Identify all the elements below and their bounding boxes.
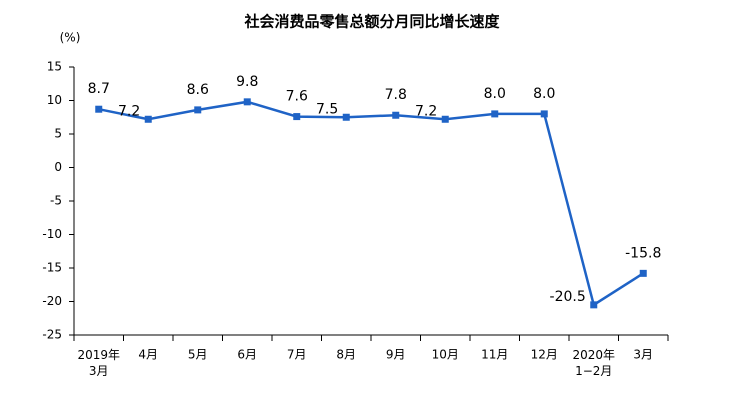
y-tick-label: 10 <box>47 93 62 107</box>
y-tick-label: -25 <box>42 328 62 342</box>
value-label: -20.5 <box>550 289 586 305</box>
marker <box>194 106 202 114</box>
value-label: 9.8 <box>236 74 258 90</box>
x-tick-label: 6月 <box>237 348 257 362</box>
y-tick-label: -20 <box>42 294 62 308</box>
value-label: -15.8 <box>625 245 661 261</box>
y-unit: (%) <box>60 31 81 45</box>
y-tick-label: -10 <box>42 227 62 241</box>
x-tick-label: 11月 <box>481 348 508 362</box>
marker <box>441 115 449 123</box>
value-label: 7.2 <box>415 103 437 119</box>
x-tick-label: 7月 <box>287 348 307 362</box>
y-tick-label: -5 <box>50 194 62 208</box>
x-tick-label: 3月 <box>633 348 653 362</box>
x-tick-label: 12月 <box>531 348 558 362</box>
marker <box>293 113 301 121</box>
y-tick-label: 5 <box>54 127 62 141</box>
x-tick-label: 2020年 1−2月 <box>572 348 615 378</box>
x-tick-label: 9月 <box>386 348 406 362</box>
marker <box>144 115 152 123</box>
chart-title: 社会消费品零售总额分月同比增长速度 <box>243 13 500 31</box>
value-label: 7.5 <box>316 101 338 117</box>
marker <box>590 301 598 309</box>
marker <box>243 98 251 106</box>
marker <box>639 269 647 277</box>
x-tick-label: 8月 <box>336 348 356 362</box>
x-tick-label: 4月 <box>138 348 158 362</box>
marker <box>342 113 350 121</box>
value-label: 7.8 <box>385 87 407 103</box>
x-tick-label: 10月 <box>432 348 459 362</box>
value-label: 7.6 <box>286 89 308 105</box>
series-line <box>98 100 644 307</box>
x-tick-label: 2019年 3月 <box>77 348 120 378</box>
value-label: 8.7 <box>88 81 110 97</box>
y-tick-label: -15 <box>42 261 62 275</box>
marker <box>540 110 548 118</box>
marker <box>95 105 103 113</box>
value-label: 7.2 <box>118 103 140 119</box>
marker <box>491 110 499 118</box>
y-tick-label: 15 <box>47 60 62 74</box>
value-label: 8.0 <box>484 86 506 102</box>
value-label: 8.0 <box>533 86 555 102</box>
value-label: 8.6 <box>187 82 209 98</box>
x-tick-label: 5月 <box>188 348 208 362</box>
marker <box>392 111 400 119</box>
y-tick-label: 0 <box>54 160 62 174</box>
